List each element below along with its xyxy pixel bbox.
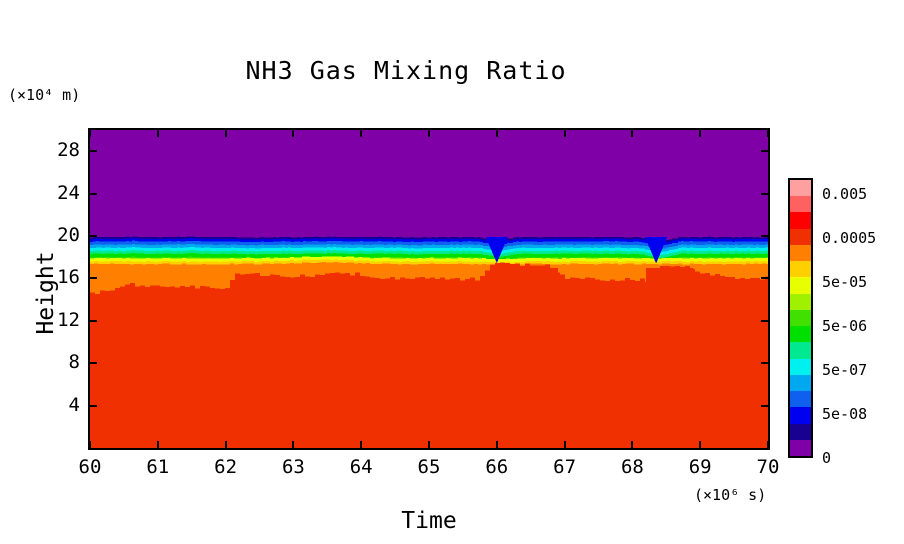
y-tick-label-20: 20 [57,224,80,246]
x-tick-top-67 [563,130,566,137]
x-tick-top-63 [292,130,295,137]
x-tick-top-61 [156,130,159,137]
y-tick-label-12: 12 [57,308,80,331]
colorbar-swatch-1 [790,196,811,213]
y-tick-label-4: 4 [68,393,80,416]
x-tick-label-67: 67 [553,456,577,478]
y-tick-label-24: 24 [57,181,80,204]
colorbar-swatch-8 [790,309,811,327]
x-axis-unit-label: (×10⁶ s) [694,486,767,504]
x-tick-69 [699,441,702,448]
y-tick-28 [90,150,97,153]
colorbar-swatch-7 [790,293,811,310]
y-axis-unit-label: (×10⁴ m) [8,86,81,104]
colorbar-swatch-3 [790,228,811,245]
red-patch-1 [490,267,558,448]
colorbar-swatch-0 [790,180,811,197]
blue-dip-1 [645,237,668,264]
x-tick-top-69 [699,130,702,137]
x-tick-label-60: 60 [78,456,102,478]
x-tick-top-64 [360,130,363,137]
x-tick-label-70: 70 [756,456,780,478]
y-tick-label-8: 8 [68,351,80,374]
colorbar-label-0: 0.005 [822,185,868,204]
colorbar-swatch-12 [790,374,811,392]
x-tick-67 [563,441,566,448]
x-tick-label-68: 68 [620,456,644,478]
colorbar-swatch-15 [790,423,811,440]
y-tick-8 [90,362,97,365]
colorbar-swatch-10 [790,342,811,359]
colorbar-swatch-9 [790,326,811,343]
x-tick-68 [631,441,634,448]
contour-fill-layers [90,236,768,448]
y-tick-20 [90,235,97,237]
chart-title-text: NH3 Gas Mixing Ratio [245,56,567,85]
y-tick-24 [90,192,97,195]
x-tick-top-60 [89,130,91,137]
contour-plot-area [88,128,770,450]
colorbar-swatch-5 [790,261,811,278]
y-tick-label-28: 28 [57,139,80,162]
band-orange-red [90,262,768,448]
x-tick-66 [495,441,498,448]
colorbar-label-6: 0 [822,449,832,468]
x-tick-70 [767,441,769,448]
colorbar-swatch-16 [790,439,811,456]
y-tick-4 [90,404,97,407]
y-tick-label-16: 16 [57,266,80,289]
colorbar-swatch-14 [790,407,811,424]
y-tick-right-4 [761,404,768,407]
x-tick-label-64: 64 [349,456,373,478]
y-tick-16 [90,277,97,280]
x-tick-61 [156,441,159,448]
x-tick-60 [89,441,91,448]
colorbar-swatch-11 [790,358,811,375]
colorbar-label-5: 5e-08 [822,405,868,424]
x-tick-top-66 [495,130,498,137]
x-tick-top-68 [631,130,634,137]
colorbar-label-4: 5e-07 [822,361,868,380]
colorbar-swatch-6 [790,277,811,294]
x-tick-63 [292,441,295,448]
y-axis-label: Height [33,251,59,335]
colorbar-label-1: 0.0005 [822,229,877,248]
x-tick-label-65: 65 [417,456,441,478]
y-tick-12 [90,319,97,322]
red-patch-2 [645,267,694,448]
x-tick-label-66: 66 [485,456,509,478]
x-tick-65 [428,441,430,448]
x-tick-label-62: 62 [214,456,238,478]
colorbar-swatch-4 [790,244,811,262]
x-tick-top-62 [224,130,227,137]
y-tick-right-20 [761,235,768,237]
y-tick-right-12 [761,319,768,322]
y-tick-right-24 [761,192,768,195]
y-tick-right-16 [761,277,768,280]
x-tick-top-70 [767,130,769,137]
chart-title: NH3 Gas Mixing Ratio [0,56,904,85]
x-tick-62 [224,441,227,448]
colorbar [788,178,813,458]
x-tick-label-69: 69 [688,456,712,478]
blue-dip-0 [485,237,508,264]
colorbar-label-3: 5e-06 [822,317,868,336]
y-tick-right-8 [761,362,768,365]
x-axis-label: Time [401,508,457,534]
x-tick-label-61: 61 [146,456,170,478]
x-tick-top-65 [428,130,430,137]
colorbar-swatch-13 [790,391,811,408]
y-tick-right-28 [761,150,768,153]
x-tick-64 [360,441,363,448]
colorbar-swatch-2 [790,212,811,229]
x-tick-label-63: 63 [281,456,305,478]
red-patch-0 [151,289,199,448]
colorbar-label-2: 5e-05 [822,273,868,292]
